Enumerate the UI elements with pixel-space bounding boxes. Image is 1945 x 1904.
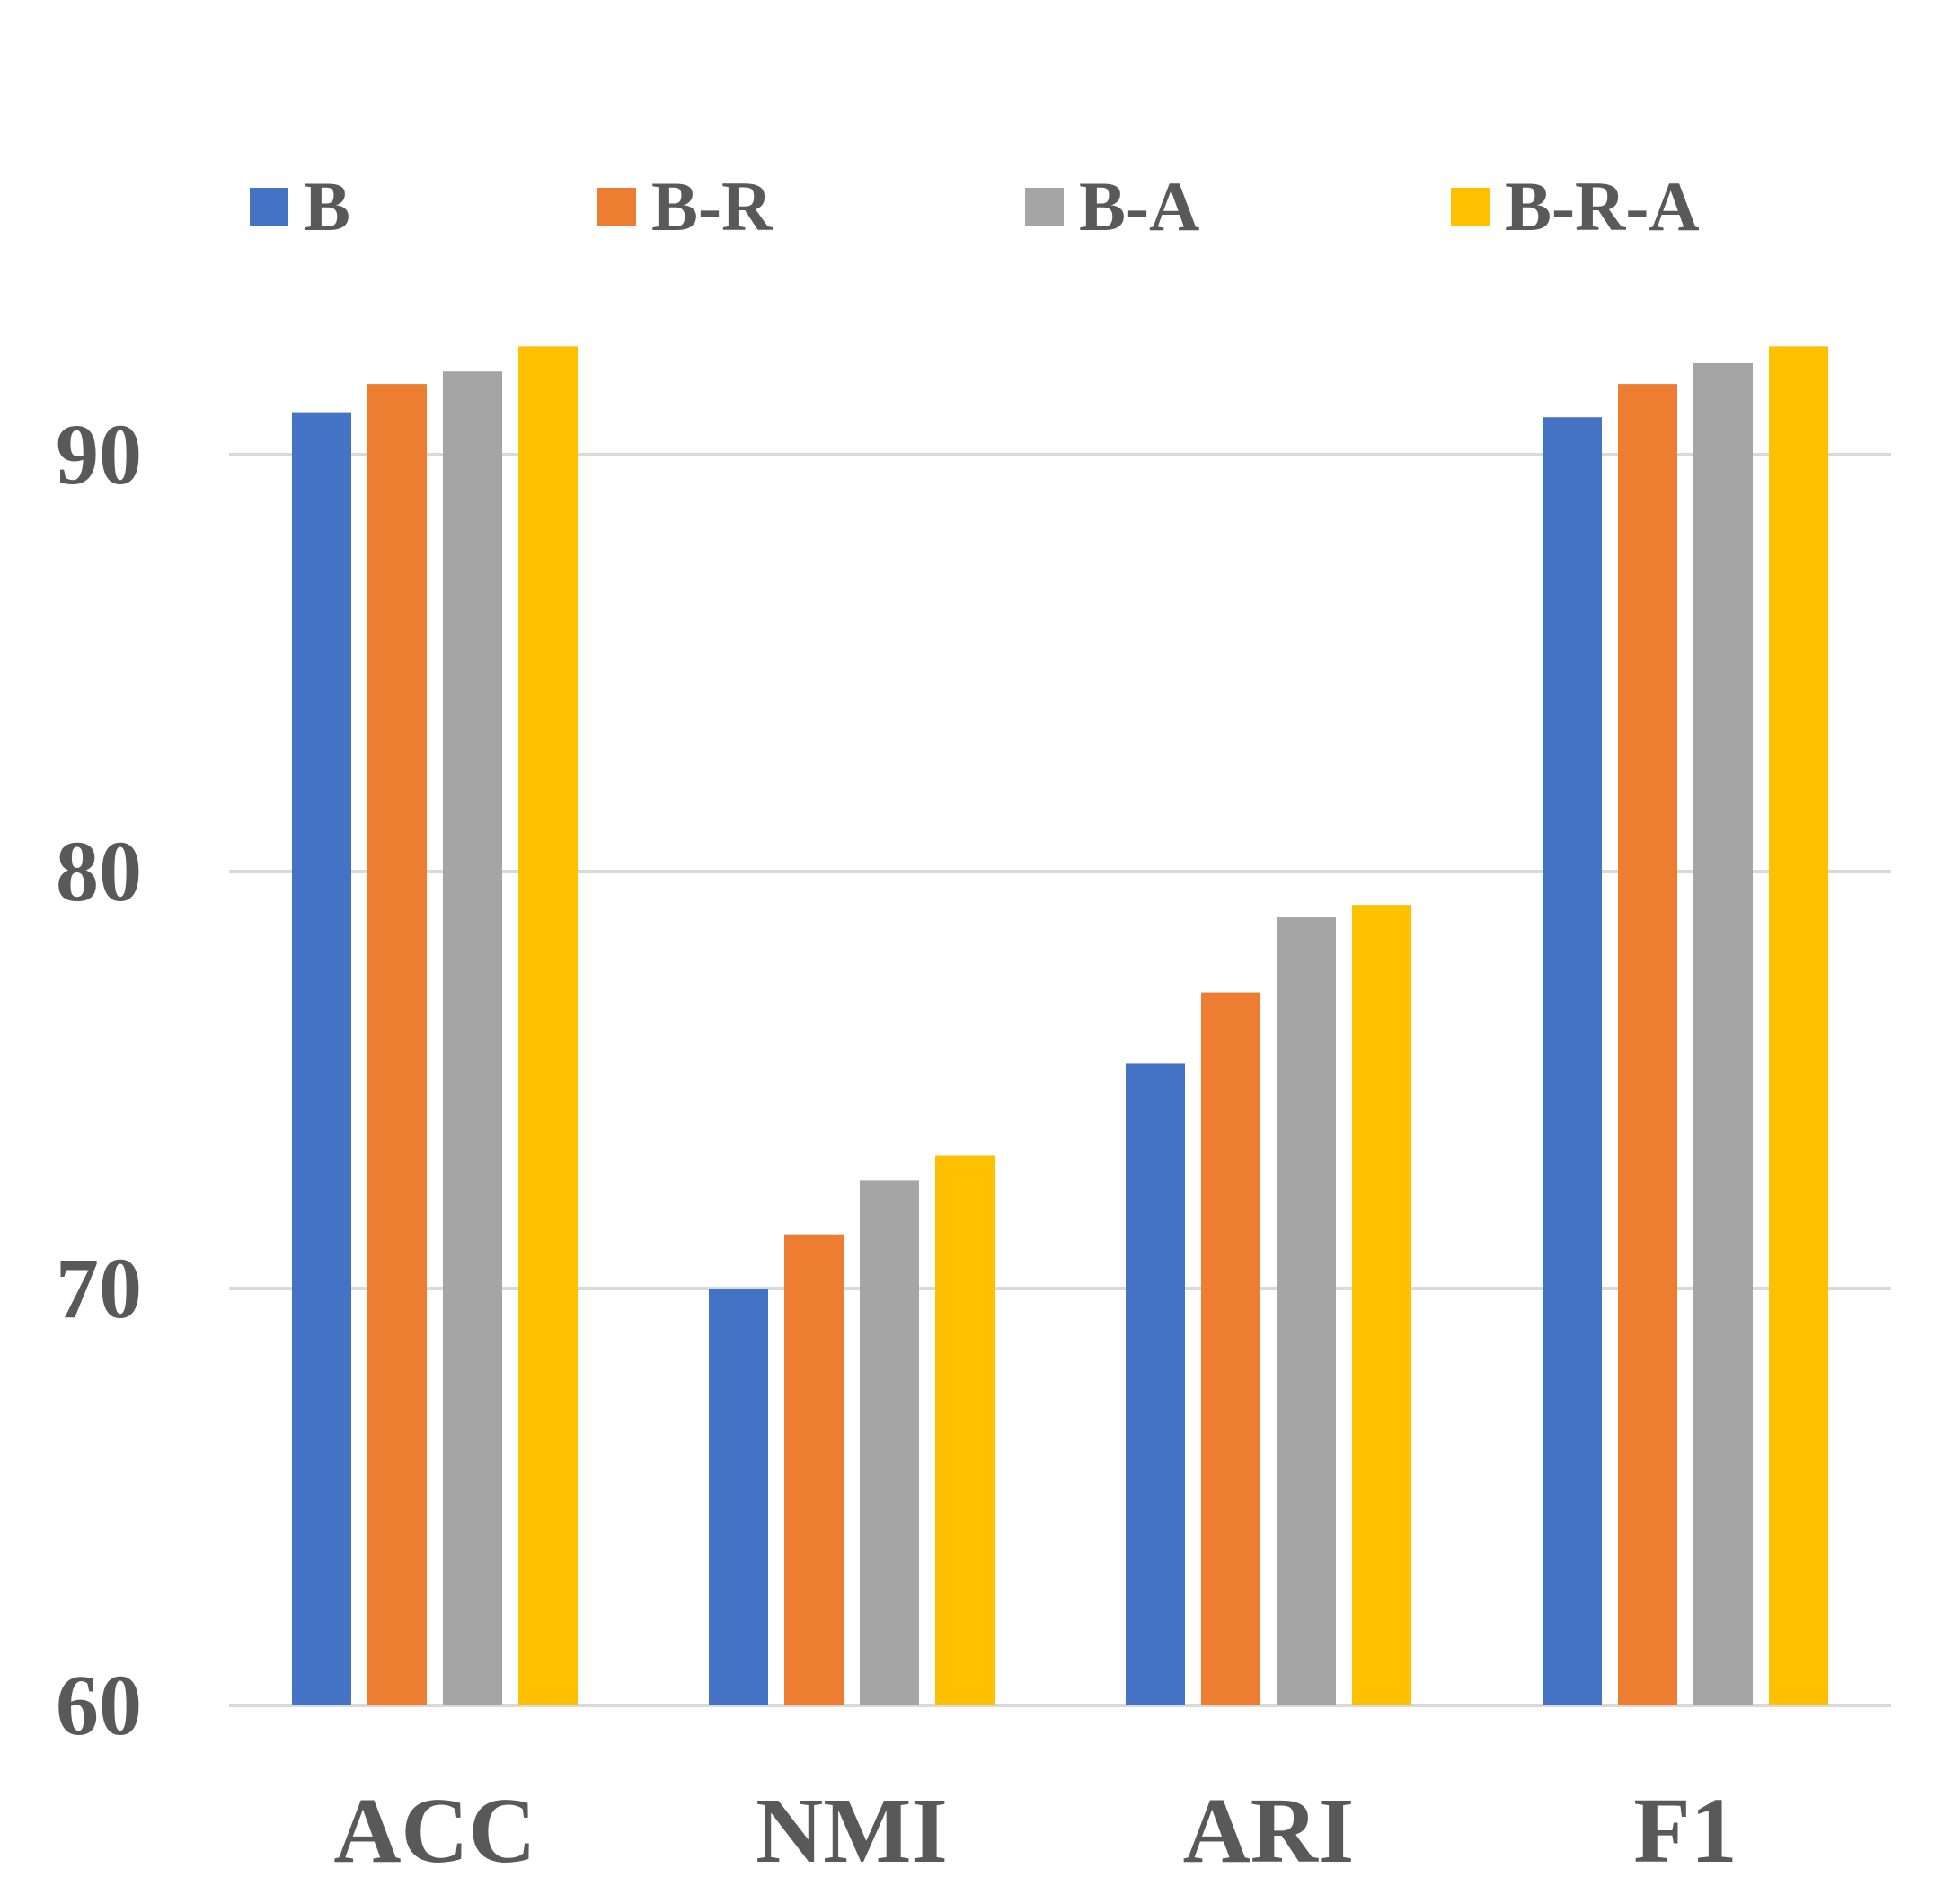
legend-label: B	[304, 167, 350, 245]
y-tick-label: 70	[56, 1240, 142, 1336]
bar-ari-b-r	[1201, 992, 1260, 1705]
category-label-acc: ACC	[333, 1779, 535, 1882]
y-tick-label: 80	[56, 823, 142, 919]
y-axis-ticks: 60 70 80 90	[56, 406, 142, 1753]
bar-acc-b-r	[367, 384, 427, 1705]
bar-ari-b	[1126, 1063, 1185, 1705]
bar-nmi-b-r	[784, 1234, 844, 1705]
y-tick-label: 90	[56, 406, 142, 502]
bar-f1-b-a	[1693, 362, 1753, 1705]
bar-f1-b-r-a	[1769, 346, 1828, 1705]
legend-swatch	[250, 188, 288, 226]
bar-f1-b-r	[1618, 384, 1677, 1705]
legend-swatch	[1025, 188, 1064, 226]
legend-label: B-R	[651, 167, 774, 245]
legend-swatch	[597, 188, 636, 226]
legend-item-b-r-a: B-R-A	[1451, 167, 1700, 245]
legend-item-b-a: B-A	[1025, 167, 1199, 245]
bar-ari-b-r-a	[1352, 905, 1411, 1705]
bar-nmi-b	[709, 1289, 768, 1705]
bar-ari-b-a	[1277, 917, 1336, 1705]
bar-acc-b-r-a	[518, 346, 578, 1705]
legend-item-b: B	[250, 167, 350, 245]
x-axis-categories: ACC NMI ARI F1	[333, 1779, 1737, 1882]
bars	[292, 346, 1828, 1706]
bar-nmi-b-a	[860, 1180, 919, 1705]
gridlines	[229, 453, 1891, 1707]
legend-label: B-A	[1079, 167, 1199, 245]
legend-label: B-R-A	[1505, 167, 1700, 245]
category-label-f1: F1	[1633, 1779, 1737, 1882]
legend-item-b-r: B-R	[597, 167, 774, 245]
bar-acc-b	[292, 412, 351, 1706]
legend: B B-R B-A B-R-A	[250, 167, 1700, 245]
bar-f1-b	[1543, 417, 1602, 1705]
bar-acc-b-a	[443, 371, 502, 1706]
legend-swatch	[1451, 188, 1490, 226]
bar-nmi-b-r-a	[935, 1155, 995, 1705]
category-label-ari: ARI	[1183, 1779, 1355, 1882]
category-label-nmi: NMI	[756, 1779, 948, 1882]
y-tick-label: 60	[56, 1657, 142, 1753]
